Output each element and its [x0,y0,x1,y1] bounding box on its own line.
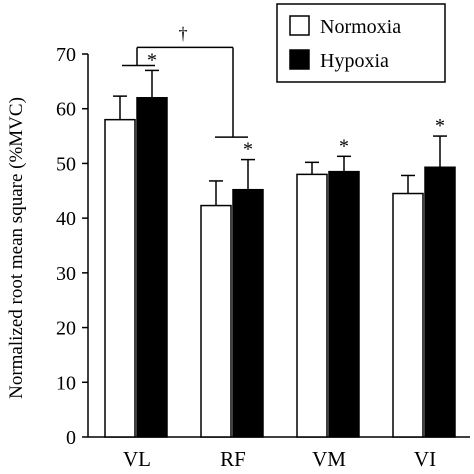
y-tick-label-30: 30 [56,263,76,285]
significance-star-rf: * [243,139,253,161]
error-bars [113,69,447,206]
legend: Normoxia Hypoxia [276,3,446,83]
y-tick-label-70: 70 [56,44,76,66]
annotations: * * * * † [122,23,445,161]
legend-label-hypoxia: Hypoxia [320,50,389,72]
bar-vi-normoxia [392,192,424,438]
y-tick-label-40: 40 [56,208,76,230]
legend-label-normoxia: Normoxia [320,16,401,38]
y-tick-label-0: 0 [66,427,76,449]
bar-rf-normoxia [200,204,232,438]
y-tick-label-10: 10 [56,372,76,394]
y-axis: 0 10 20 30 40 50 60 70 [56,44,88,449]
legend-swatch-hypoxia [289,49,310,70]
x-tick-label-vi: VI [414,447,436,471]
bars [104,97,456,438]
y-tick-label-60: 60 [56,99,76,121]
significance-star-vi: * [435,115,445,137]
x-tick-label-rf: RF [220,447,246,471]
y-tick-label-20: 20 [56,318,76,340]
x-axis: VL RF VM VI [123,447,436,471]
x-tick-label-vm: VM [312,447,346,471]
y-tick-label-50: 50 [56,153,76,175]
legend-swatch-normoxia [289,15,310,36]
significance-star-vm: * [339,135,349,157]
bar-rf-hypoxia [232,188,264,438]
dagger-marker: † [179,23,188,43]
bar-vi-hypoxia [424,166,456,438]
bar-vm-normoxia [296,173,328,438]
bar-vl-normoxia [104,118,136,438]
bar-vl-hypoxia [136,97,168,438]
significance-star-vl: * [147,49,157,71]
x-tick-label-vl: VL [123,447,151,471]
y-axis-label: Normalized root mean square (%MVC) [6,97,27,399]
bar-vm-hypoxia [328,170,360,438]
